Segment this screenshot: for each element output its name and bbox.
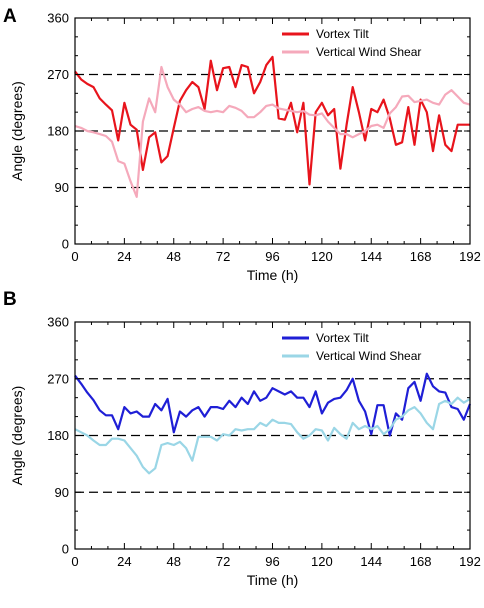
legend-label: Vertical Wind Shear — [316, 45, 421, 59]
x-tick-label: 72 — [216, 554, 230, 569]
legend-label: Vortex Tilt — [316, 27, 369, 41]
x-tick-label: 144 — [360, 554, 382, 569]
y-tick-label: 270 — [47, 67, 69, 82]
x-axis-title: Time (h) — [247, 572, 299, 588]
series-line — [74, 396, 471, 475]
x-tick-label: 96 — [265, 249, 279, 264]
panel-letter: A — [3, 6, 17, 27]
y-tick-label: 270 — [47, 371, 69, 386]
x-axis-title: Time (h) — [247, 267, 299, 283]
x-tick-label: 24 — [117, 249, 131, 264]
x-tick-label: 96 — [265, 554, 279, 569]
x-tick-label: 0 — [71, 554, 78, 569]
x-tick-label: 48 — [167, 249, 181, 264]
y-tick-label: 0 — [62, 237, 69, 252]
y-tick-label: 90 — [55, 180, 69, 195]
y-tick-label: 0 — [62, 542, 69, 557]
x-tick-label: 168 — [410, 554, 432, 569]
y-axis-title: Angle (degrees) — [9, 386, 25, 486]
series-line — [74, 372, 472, 437]
x-tick-label: 72 — [216, 249, 230, 264]
x-tick-label: 144 — [360, 249, 382, 264]
x-tick-label: 24 — [117, 554, 131, 569]
series-line — [74, 55, 470, 186]
x-tick-label: 0 — [71, 249, 78, 264]
x-tick-label: 168 — [410, 249, 432, 264]
x-tick-label: 192 — [459, 249, 481, 264]
series-line — [74, 65, 471, 198]
y-tick-label: 180 — [47, 428, 69, 443]
x-tick-label: 192 — [459, 554, 481, 569]
x-tick-label: 48 — [167, 554, 181, 569]
y-tick-label: 90 — [55, 485, 69, 500]
legend: Vortex Tilt Vertical Wind Shear — [282, 27, 421, 59]
y-tick-label: 360 — [47, 11, 69, 26]
x-tick-label: 120 — [311, 554, 333, 569]
y-tick-label: 360 — [47, 315, 69, 330]
panel-b: B 0 90 180 270 360 0 24 48 72 96 120 144 168 192 Time (… — [3, 289, 481, 588]
legend-label: Vertical Wind Shear — [316, 349, 421, 363]
y-tick-label: 180 — [47, 124, 69, 139]
panel-a: A 0 90 180 270 360 0 24 48 72 96 120 144 168 192 Time (… — [3, 6, 481, 283]
y-axis-title: Angle (degrees) — [9, 81, 25, 181]
panel-letter: B — [3, 289, 17, 310]
x-tick-label: 120 — [311, 249, 333, 264]
legend-label: Vortex Tilt — [316, 331, 369, 345]
legend: Vortex Tilt Vertical Wind Shear — [282, 331, 421, 363]
